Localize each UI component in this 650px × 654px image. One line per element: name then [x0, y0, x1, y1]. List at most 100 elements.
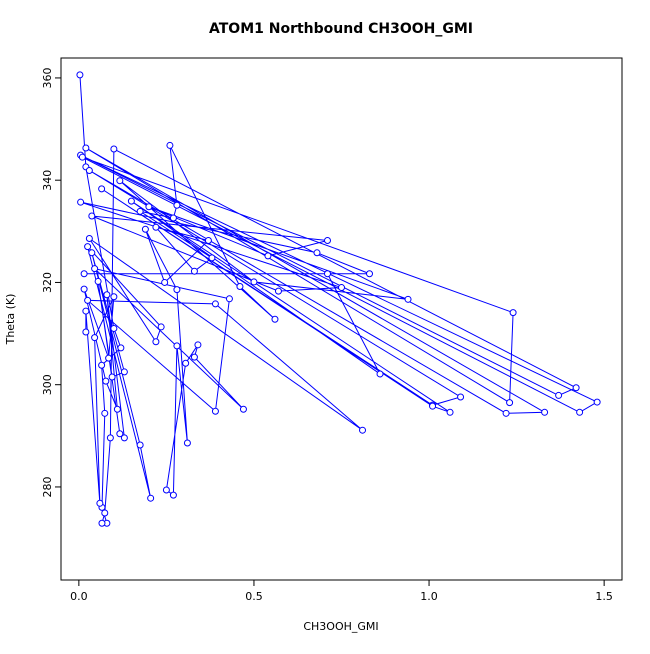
point: [274, 287, 282, 295]
point: [82, 307, 90, 315]
point: [572, 384, 580, 392]
point: [190, 267, 198, 275]
point: [98, 361, 106, 369]
point: [101, 409, 109, 417]
point: [116, 430, 124, 438]
point: [323, 237, 331, 245]
point: [88, 212, 96, 220]
y-tick-label: 280: [41, 476, 54, 497]
point: [117, 344, 125, 352]
point: [85, 234, 93, 242]
point: [161, 278, 169, 286]
point: [96, 499, 104, 507]
point: [105, 354, 113, 362]
x-tick-label: 1.5: [595, 590, 613, 603]
x-tick-label: 1.0: [420, 590, 438, 603]
point: [208, 254, 216, 262]
point: [157, 323, 165, 331]
x-tick-label: 0.5: [245, 590, 263, 603]
point: [110, 293, 118, 301]
point: [593, 398, 601, 406]
point: [359, 426, 367, 434]
point: [147, 494, 155, 502]
point: [555, 391, 563, 399]
point: [236, 283, 244, 291]
point: [91, 334, 99, 342]
point: [239, 405, 247, 413]
point: [576, 408, 584, 416]
point: [250, 278, 258, 286]
y-axis-label: Theta (K): [4, 294, 17, 346]
x-tick-label: 0.0: [70, 590, 88, 603]
point: [80, 270, 88, 278]
point: [376, 370, 384, 378]
point: [190, 353, 198, 361]
point: [446, 408, 454, 416]
point: [82, 328, 90, 336]
point: [183, 439, 191, 447]
point: [108, 373, 116, 381]
series-line: [79, 74, 599, 524]
point: [136, 441, 144, 449]
point: [110, 145, 118, 153]
point: [78, 153, 86, 161]
point: [141, 225, 149, 233]
point: [173, 201, 181, 209]
point: [429, 402, 437, 410]
y-tick-label: 360: [41, 67, 54, 88]
point: [120, 368, 128, 376]
point: [120, 434, 128, 442]
point: [323, 270, 331, 278]
point: [84, 296, 92, 304]
point: [211, 407, 219, 415]
point: [103, 291, 111, 299]
point: [80, 285, 88, 293]
point: [136, 207, 144, 215]
point: [169, 214, 177, 222]
point: [101, 509, 109, 517]
point: [84, 243, 92, 251]
point: [102, 377, 110, 385]
point: [506, 399, 514, 407]
point: [509, 309, 517, 317]
point: [338, 284, 345, 292]
point: [541, 408, 549, 416]
point: [98, 519, 106, 527]
point: [152, 223, 160, 231]
point: [162, 486, 170, 494]
point: [145, 203, 153, 211]
point: [502, 409, 510, 417]
plot-frame: [60, 57, 623, 581]
chart-title: ATOM1 Northbound CH3OOH_GMI: [209, 21, 473, 37]
point: [169, 491, 177, 499]
point: [173, 286, 181, 294]
point: [77, 198, 85, 206]
point: [94, 277, 102, 285]
point: [127, 197, 135, 205]
point: [106, 434, 114, 442]
x-axis-label: CH3OOH_GMI: [303, 620, 378, 633]
point: [76, 71, 84, 79]
point: [204, 237, 212, 245]
point: [98, 185, 106, 193]
point: [404, 295, 412, 303]
point: [85, 166, 93, 174]
point: [457, 393, 465, 401]
point: [88, 249, 96, 257]
point: [271, 315, 279, 323]
point: [194, 341, 202, 349]
point: [91, 265, 99, 273]
point: [166, 141, 174, 149]
point: [264, 252, 272, 260]
point: [173, 342, 181, 350]
point: [82, 144, 90, 152]
point: [313, 249, 321, 257]
point: [225, 295, 233, 303]
point: [116, 177, 124, 185]
point: [110, 324, 118, 332]
y-tick-label: 300: [41, 374, 54, 395]
point: [182, 359, 190, 367]
y-tick-label: 340: [41, 170, 54, 191]
